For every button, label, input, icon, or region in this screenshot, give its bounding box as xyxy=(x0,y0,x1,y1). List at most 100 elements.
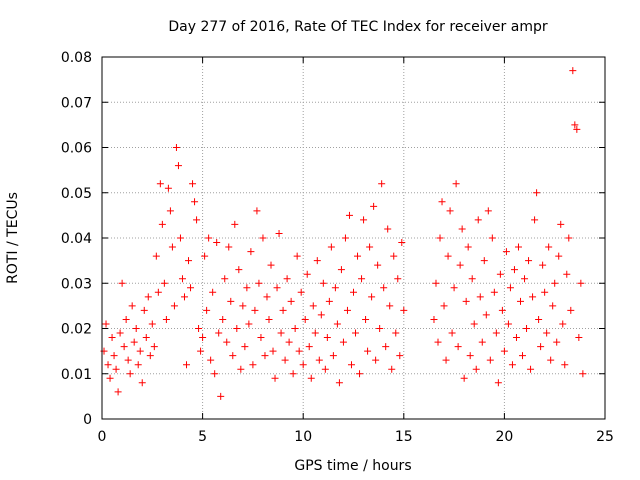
data-point xyxy=(241,343,249,351)
data-point xyxy=(456,261,464,269)
data-point xyxy=(478,338,486,346)
data-point xyxy=(130,338,138,346)
data-point xyxy=(498,306,506,314)
data-point xyxy=(490,288,498,296)
data-point xyxy=(223,338,231,346)
data-point xyxy=(486,356,494,364)
x-tick-label: 25 xyxy=(596,429,614,445)
data-point xyxy=(191,198,199,206)
data-point xyxy=(180,293,188,301)
data-point xyxy=(571,121,579,129)
data-point xyxy=(277,329,285,337)
data-point xyxy=(307,374,315,382)
data-point xyxy=(343,306,351,314)
data-point xyxy=(561,361,569,369)
data-point xyxy=(368,293,376,301)
data-point xyxy=(436,234,444,242)
data-point xyxy=(331,284,339,292)
data-point xyxy=(197,347,205,355)
data-point xyxy=(217,392,225,400)
data-point xyxy=(193,216,201,224)
data-point xyxy=(460,374,468,382)
data-point xyxy=(229,352,237,360)
x-tick-label: 5 xyxy=(198,429,207,445)
data-point xyxy=(265,315,273,323)
x-axis-label: GPS time / hours xyxy=(294,458,411,474)
data-point xyxy=(245,320,253,328)
data-point xyxy=(519,352,527,360)
data-point xyxy=(283,275,291,283)
data-point xyxy=(213,239,221,247)
data-point xyxy=(154,288,162,296)
data-point xyxy=(372,356,380,364)
data-point xyxy=(128,302,136,310)
data-point xyxy=(227,297,235,305)
data-point xyxy=(205,234,213,242)
data-point xyxy=(527,365,535,373)
data-point xyxy=(140,306,148,314)
y-tick-label: 0.07 xyxy=(61,95,92,111)
data-point xyxy=(185,257,193,265)
data-point xyxy=(579,370,587,378)
data-point xyxy=(317,311,325,319)
data-point xyxy=(271,374,279,382)
data-point xyxy=(337,266,345,274)
data-point xyxy=(189,180,197,188)
data-point xyxy=(432,279,440,287)
data-point xyxy=(176,234,184,242)
data-point xyxy=(211,370,219,378)
data-point xyxy=(508,361,516,369)
data-point xyxy=(311,329,319,337)
data-point xyxy=(356,370,364,378)
data-point xyxy=(235,266,243,274)
data-point xyxy=(247,248,255,256)
data-point xyxy=(565,234,573,242)
data-point xyxy=(203,306,211,314)
data-point xyxy=(170,302,178,310)
data-point xyxy=(430,315,438,323)
data-point xyxy=(313,257,321,265)
data-point xyxy=(559,320,567,328)
data-point xyxy=(438,198,446,206)
data-point xyxy=(110,352,118,360)
data-point xyxy=(293,252,301,260)
data-point xyxy=(575,334,583,342)
data-point xyxy=(480,257,488,265)
data-point xyxy=(315,356,323,364)
data-point xyxy=(350,288,357,296)
data-point xyxy=(468,275,476,283)
data-point xyxy=(521,275,529,283)
data-point xyxy=(577,279,585,287)
data-point xyxy=(138,379,146,387)
data-point xyxy=(219,315,227,323)
data-point xyxy=(474,216,482,224)
data-point xyxy=(376,325,384,332)
data-point xyxy=(285,338,293,346)
data-point xyxy=(104,361,112,369)
data-point xyxy=(360,216,368,224)
data-point xyxy=(134,361,142,369)
data-point xyxy=(392,329,400,337)
data-point xyxy=(225,243,233,251)
data-point xyxy=(116,329,124,337)
data-point xyxy=(239,302,247,310)
data-point xyxy=(482,311,490,319)
y-tick-label: 0.01 xyxy=(61,367,92,383)
data-point xyxy=(516,297,524,305)
data-point xyxy=(470,320,478,328)
data-point xyxy=(309,302,317,310)
data-point xyxy=(124,356,132,364)
data-point xyxy=(484,207,492,215)
data-point xyxy=(462,297,470,305)
data-point xyxy=(209,288,217,296)
data-point xyxy=(541,288,549,296)
data-point xyxy=(364,347,372,355)
data-point xyxy=(347,361,355,369)
data-point xyxy=(146,352,154,360)
y-tick-label: 0.08 xyxy=(61,50,92,66)
data-point xyxy=(321,365,329,373)
data-point xyxy=(494,379,502,387)
y-tick-label: 0.02 xyxy=(61,322,92,338)
data-point xyxy=(297,288,305,296)
data-point xyxy=(444,252,452,260)
